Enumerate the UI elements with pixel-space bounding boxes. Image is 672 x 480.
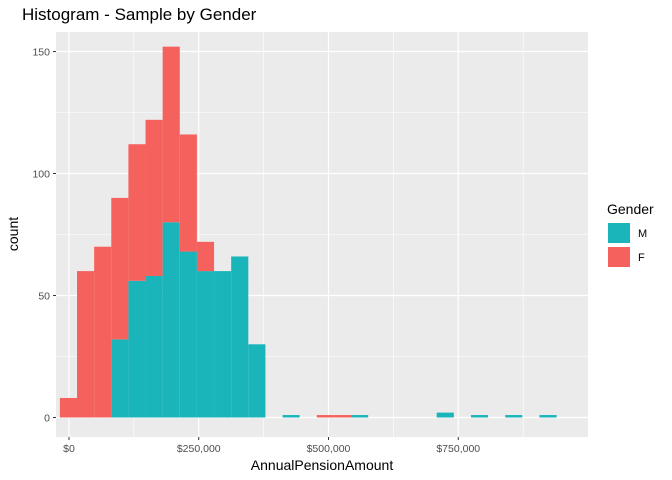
y-axis-title: count (5, 217, 21, 251)
bar-m (111, 339, 129, 418)
bar-m (436, 412, 454, 418)
x-tick-label: $0 (63, 443, 75, 455)
bar-f (179, 134, 197, 252)
histogram-bars (59, 46, 557, 418)
bar-m (470, 415, 489, 418)
bar-m (145, 275, 163, 418)
bar-m (162, 222, 180, 418)
bar-m (128, 280, 146, 418)
legend-title: Gender (607, 201, 654, 217)
bar-m (231, 256, 249, 418)
bar-f (111, 197, 129, 340)
x-axis-title: AnnualPensionAmount (251, 457, 394, 473)
bar-f (145, 119, 163, 276)
bar-f (316, 415, 334, 418)
bar-f (59, 397, 78, 418)
bar-f (162, 46, 180, 223)
bar-f (128, 144, 146, 281)
bar-f (333, 415, 352, 418)
bar-f (77, 271, 95, 418)
grid-lines (56, 32, 588, 437)
axes: $0 $250,000 $500,000 $750,000 0 50 100 150 (32, 47, 480, 455)
bar-m (351, 415, 369, 418)
y-tick-label: 100 (32, 169, 50, 181)
y-tick-label: 50 (38, 290, 50, 302)
legend-label-f: F (638, 252, 645, 264)
y-tick-label: 0 (44, 412, 50, 424)
bar-m (196, 271, 215, 418)
bar-f (196, 241, 215, 272)
legend-label-m: M (638, 228, 647, 240)
bar-m (539, 415, 557, 418)
x-tick-label: $500,000 (307, 443, 351, 455)
bar-m (505, 415, 523, 418)
legend-key-f (608, 247, 630, 267)
x-tick-label: $250,000 (177, 443, 221, 455)
x-tick-label: $750,000 (436, 443, 480, 455)
bar-m (248, 344, 266, 418)
legend-key-m (608, 223, 630, 243)
chart-title: Histogram - Sample by Gender (22, 5, 257, 24)
legend: Gender M F (607, 201, 654, 267)
bar-m (214, 271, 232, 418)
bar-m (282, 415, 300, 418)
y-tick-label: 150 (32, 47, 50, 59)
bar-f (94, 246, 112, 418)
bar-m (179, 251, 197, 418)
